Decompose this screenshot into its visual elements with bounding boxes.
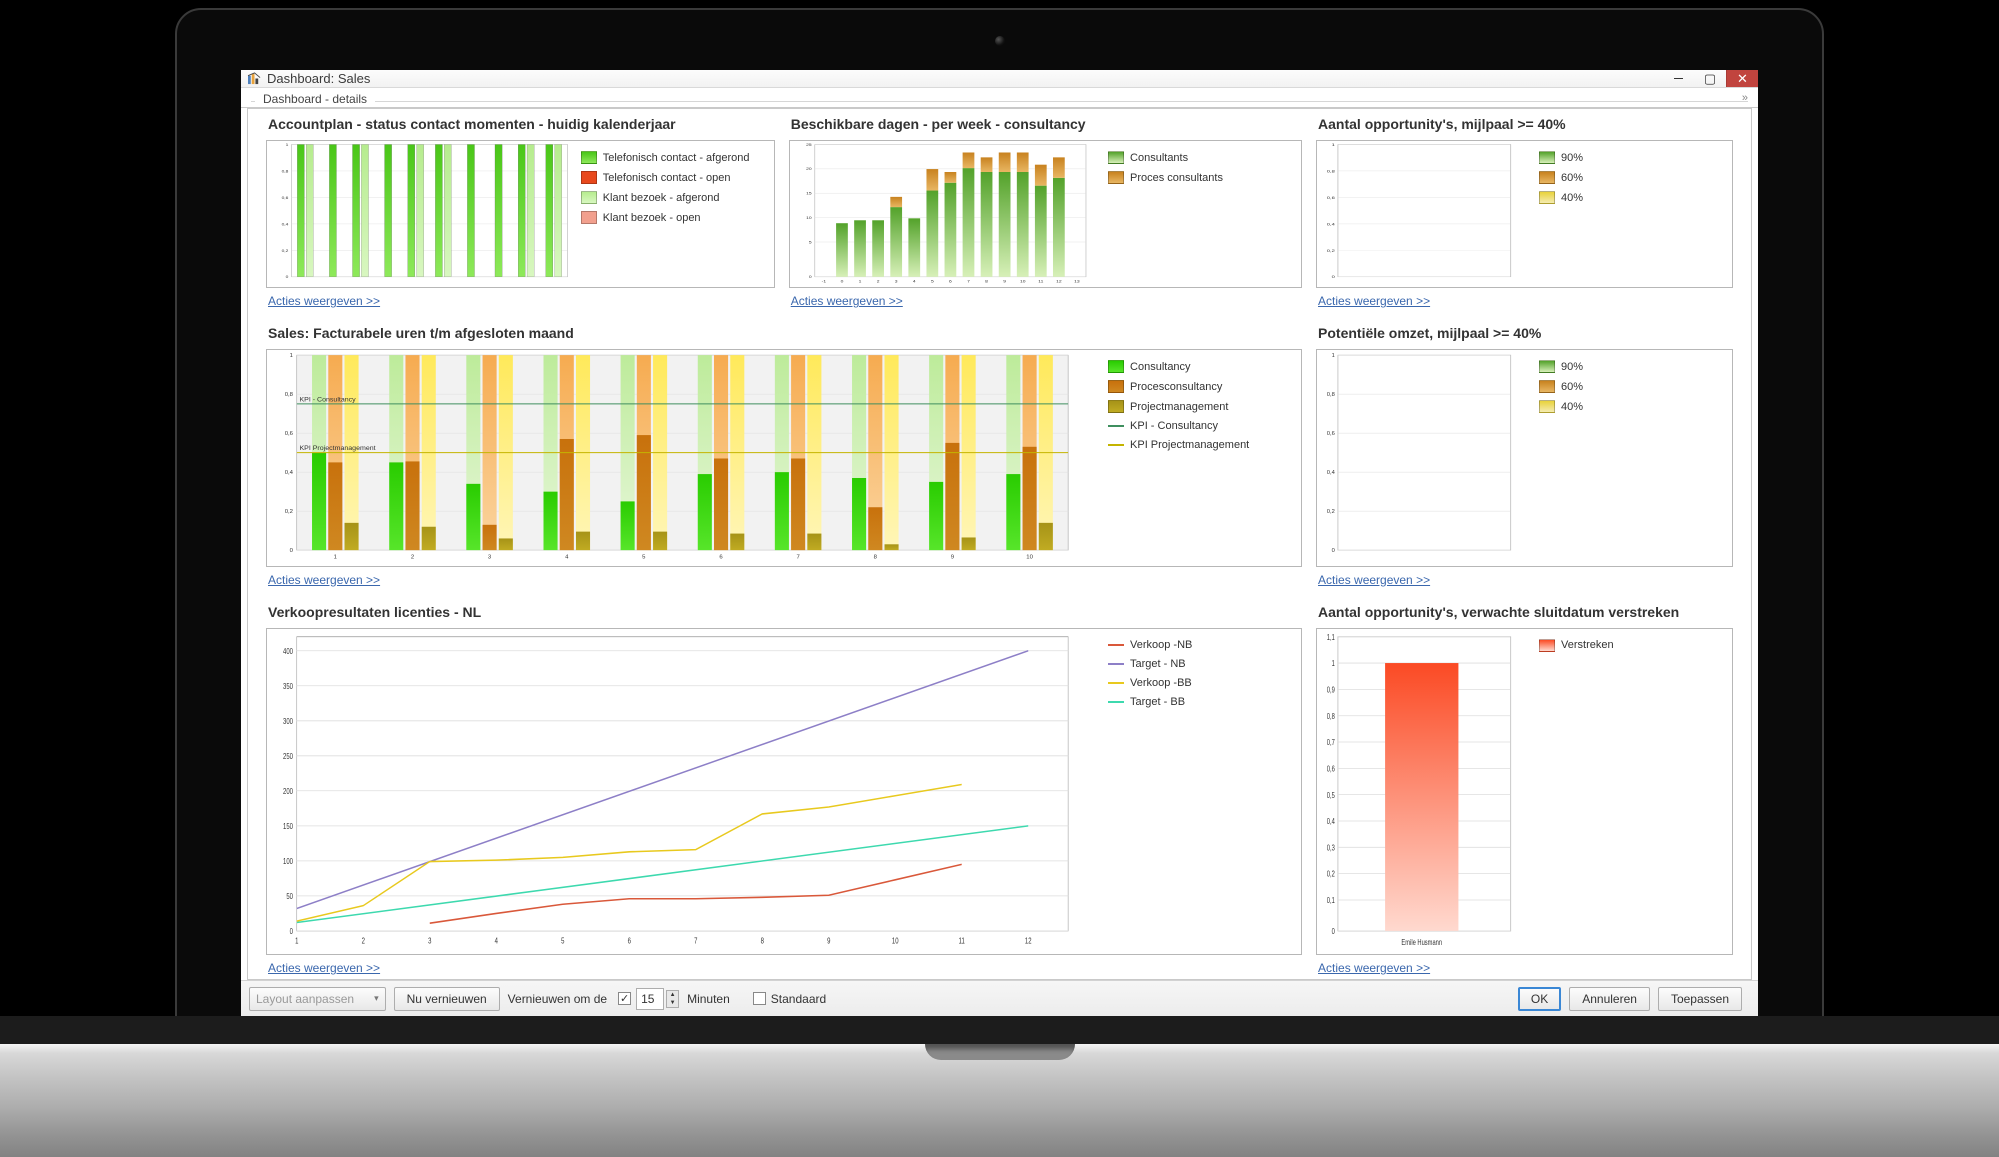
svg-text:0,6: 0,6 bbox=[285, 432, 293, 438]
svg-text:13: 13 bbox=[1074, 279, 1080, 283]
svg-text:0,2: 0,2 bbox=[285, 510, 293, 516]
svg-text:350: 350 bbox=[283, 681, 293, 691]
svg-text:1: 1 bbox=[1332, 658, 1335, 669]
svg-text:5: 5 bbox=[561, 935, 564, 945]
svg-text:0,2: 0,2 bbox=[1327, 868, 1335, 879]
svg-text:7: 7 bbox=[694, 935, 697, 945]
svg-text:12: 12 bbox=[1025, 935, 1032, 945]
svg-text:7: 7 bbox=[967, 279, 970, 283]
svg-text:20: 20 bbox=[806, 167, 812, 171]
svg-text:10: 10 bbox=[892, 935, 899, 945]
svg-text:0: 0 bbox=[809, 275, 812, 279]
svg-text:0: 0 bbox=[290, 549, 293, 555]
svg-text:0,6: 0,6 bbox=[1327, 432, 1335, 438]
svg-text:100: 100 bbox=[283, 856, 293, 866]
svg-text:0,8: 0,8 bbox=[1327, 393, 1335, 399]
svg-text:KPI Projectmanagement: KPI Projectmanagement bbox=[299, 446, 375, 453]
svg-text:3: 3 bbox=[428, 935, 431, 945]
svg-text:1: 1 bbox=[334, 555, 337, 561]
svg-text:11: 11 bbox=[1038, 279, 1044, 283]
svg-text:6: 6 bbox=[719, 555, 722, 561]
svg-text:0,8: 0,8 bbox=[1327, 169, 1335, 174]
svg-text:50: 50 bbox=[286, 891, 293, 901]
svg-text:2: 2 bbox=[411, 555, 414, 561]
svg-text:150: 150 bbox=[283, 821, 293, 831]
svg-text:0,9: 0,9 bbox=[1327, 684, 1335, 695]
svg-text:3: 3 bbox=[488, 555, 491, 561]
svg-text:0,5: 0,5 bbox=[1327, 789, 1335, 800]
svg-text:0: 0 bbox=[290, 926, 293, 936]
svg-text:0,2: 0,2 bbox=[1327, 249, 1335, 254]
svg-text:0,8: 0,8 bbox=[1327, 710, 1335, 721]
svg-text:1: 1 bbox=[1332, 143, 1336, 148]
svg-text:2: 2 bbox=[362, 935, 365, 945]
svg-text:12: 12 bbox=[1056, 279, 1062, 283]
svg-text:-1: -1 bbox=[821, 279, 826, 283]
svg-text:5: 5 bbox=[642, 555, 645, 561]
svg-text:0,4: 0,4 bbox=[282, 222, 289, 226]
svg-text:3: 3 bbox=[895, 279, 898, 283]
svg-text:0,6: 0,6 bbox=[282, 195, 289, 199]
svg-text:400: 400 bbox=[283, 646, 293, 656]
svg-text:200: 200 bbox=[283, 786, 293, 796]
svg-text:25: 25 bbox=[806, 142, 812, 146]
svg-text:6: 6 bbox=[949, 279, 952, 283]
svg-text:300: 300 bbox=[283, 716, 293, 726]
svg-text:1,1: 1,1 bbox=[1327, 631, 1335, 642]
svg-text:7: 7 bbox=[796, 555, 799, 561]
svg-text:0,2: 0,2 bbox=[282, 248, 289, 252]
svg-text:0: 0 bbox=[840, 279, 843, 283]
svg-text:1: 1 bbox=[858, 279, 861, 283]
svg-text:0,8: 0,8 bbox=[282, 169, 289, 173]
svg-text:8: 8 bbox=[874, 555, 877, 561]
svg-text:0,4: 0,4 bbox=[1327, 816, 1335, 827]
svg-text:0,3: 0,3 bbox=[1327, 842, 1335, 853]
svg-text:0,4: 0,4 bbox=[1327, 471, 1335, 477]
svg-text:8: 8 bbox=[761, 935, 764, 945]
svg-text:0,8: 0,8 bbox=[285, 393, 293, 399]
svg-text:0,6: 0,6 bbox=[1327, 196, 1335, 201]
svg-text:6: 6 bbox=[628, 935, 631, 945]
svg-text:10: 10 bbox=[806, 216, 812, 220]
svg-text:9: 9 bbox=[1003, 279, 1006, 283]
svg-text:1: 1 bbox=[290, 354, 293, 360]
svg-text:10: 10 bbox=[1020, 279, 1026, 283]
svg-text:10: 10 bbox=[1026, 555, 1033, 561]
svg-text:0,4: 0,4 bbox=[285, 471, 294, 477]
svg-text:1: 1 bbox=[1332, 354, 1335, 360]
svg-text:5: 5 bbox=[931, 279, 934, 283]
svg-text:4: 4 bbox=[913, 279, 916, 283]
svg-text:0: 0 bbox=[1332, 549, 1335, 555]
svg-text:0,1: 0,1 bbox=[1327, 895, 1335, 906]
svg-text:0,6: 0,6 bbox=[1327, 763, 1335, 774]
svg-text:250: 250 bbox=[283, 751, 293, 761]
svg-text:0,2: 0,2 bbox=[1327, 510, 1335, 516]
svg-text:4: 4 bbox=[565, 555, 569, 561]
svg-text:9: 9 bbox=[827, 935, 830, 945]
svg-text:0: 0 bbox=[1332, 275, 1336, 280]
svg-text:KPI - Consultancy: KPI - Consultancy bbox=[299, 397, 356, 404]
svg-text:5: 5 bbox=[809, 240, 812, 244]
svg-text:4: 4 bbox=[495, 935, 498, 945]
svg-text:0: 0 bbox=[286, 275, 289, 279]
svg-text:0: 0 bbox=[1332, 926, 1335, 937]
svg-text:0,7: 0,7 bbox=[1327, 737, 1335, 748]
svg-text:15: 15 bbox=[806, 191, 812, 195]
svg-text:8: 8 bbox=[985, 279, 988, 283]
svg-text:1: 1 bbox=[286, 142, 289, 146]
svg-text:1: 1 bbox=[295, 935, 298, 945]
svg-text:0,4: 0,4 bbox=[1327, 222, 1335, 227]
svg-text:11: 11 bbox=[959, 935, 965, 945]
svg-text:9: 9 bbox=[951, 555, 954, 561]
svg-text:Emile Husmann: Emile Husmann bbox=[1401, 936, 1442, 947]
svg-text:2: 2 bbox=[876, 279, 879, 283]
